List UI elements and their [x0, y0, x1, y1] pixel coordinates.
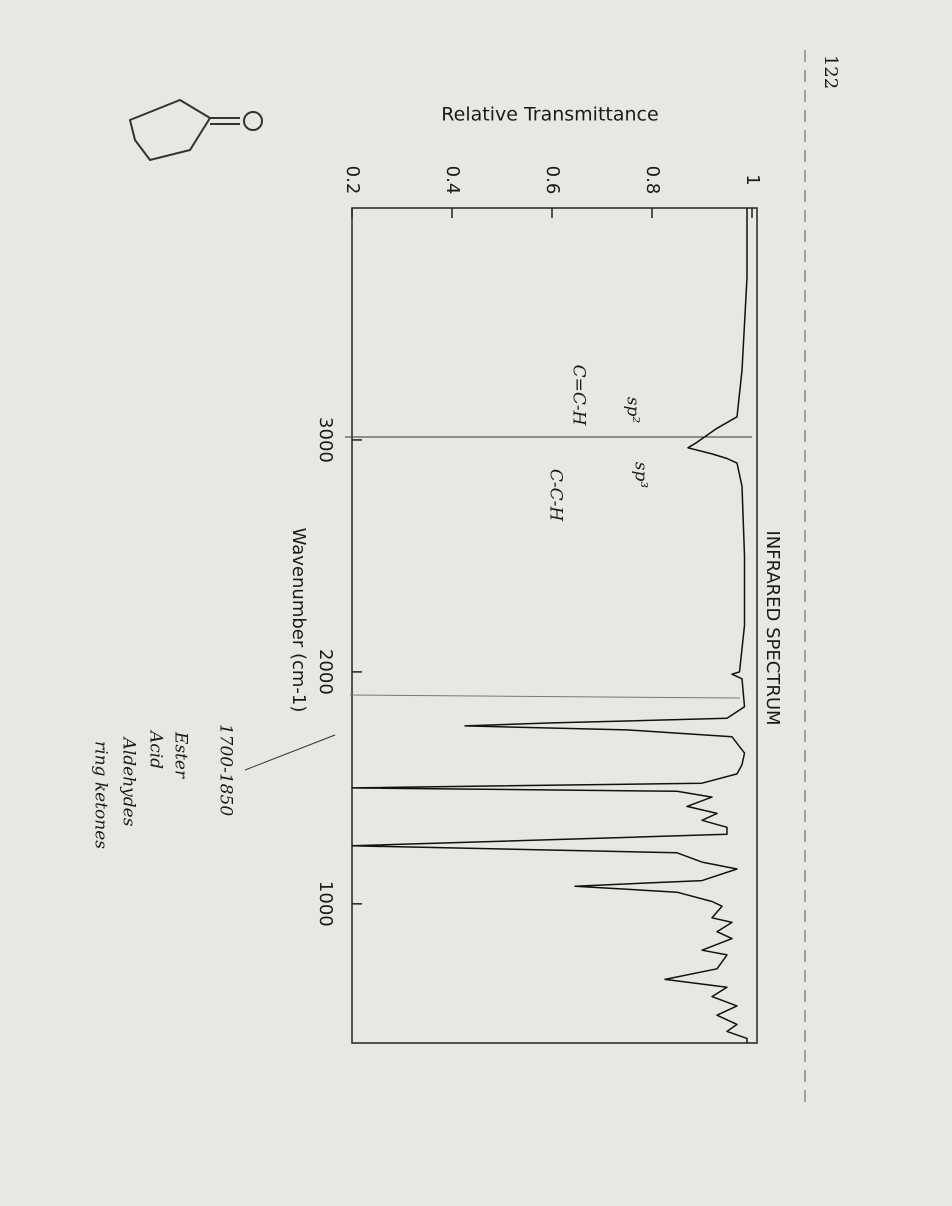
x-tick-label: 2000 — [315, 649, 336, 695]
molecule-sketch — [128, 98, 263, 162]
page-number: 122 — [820, 55, 841, 89]
y-tick-label: 0.2 — [342, 166, 363, 195]
y-tick-label: 0.8 — [642, 166, 663, 195]
x-tick-label: 1000 — [315, 881, 336, 927]
annotation: sp³ — [631, 462, 651, 489]
annotation: 1700-1850 — [216, 724, 236, 816]
hand-line — [349, 694, 741, 699]
y-tick-label: 1 — [742, 174, 763, 185]
annotation: C=C-H — [569, 365, 589, 427]
chart-title: INFRARED SPECTRUM — [762, 530, 783, 725]
hand-line — [244, 734, 336, 771]
annotation: Ester — [171, 731, 191, 779]
annotation: ring ketones — [91, 741, 111, 849]
x-tick-label: 3000 — [315, 417, 336, 463]
y-axis-label: Relative Transmittance — [441, 104, 658, 126]
plot-frame — [351, 207, 758, 1044]
annotation: Acid — [146, 729, 166, 769]
y-tick-label: 0.4 — [442, 166, 463, 195]
annotation: C-C-H — [546, 469, 566, 523]
annotation: Aldehydes — [119, 736, 139, 827]
y-tick-label: 0.6 — [542, 166, 563, 195]
x-axis-label: Wavenumber (cm-1) — [288, 528, 309, 713]
annotation: sp² — [623, 397, 643, 424]
spectrum-line — [351, 208, 748, 1043]
